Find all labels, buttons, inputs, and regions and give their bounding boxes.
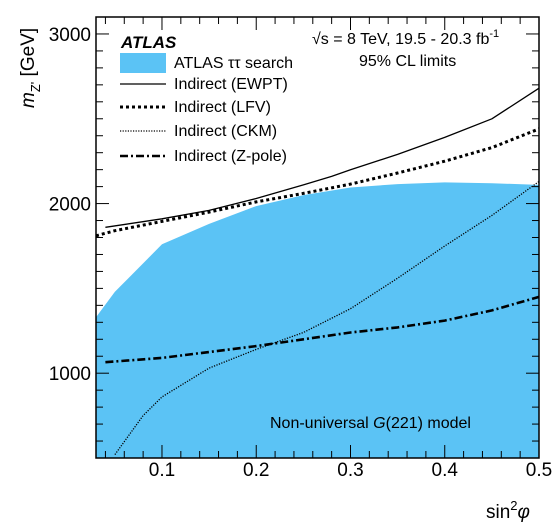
y-tick-label: 1000 xyxy=(49,364,91,385)
indirect-lines-layer xyxy=(96,87,539,455)
model-label: Non-universal G(221) model xyxy=(270,415,471,432)
x-axis-title: sin2φ xyxy=(486,498,530,523)
legend-label-lfv: Indirect (LFV) xyxy=(174,99,271,116)
legend-label-ckm: Indirect (CKM) xyxy=(174,123,277,140)
legend-label-ewpt: Indirect (EWPT) xyxy=(174,76,288,93)
cl-label: 95% CL limits xyxy=(359,53,456,70)
search-excluded-region xyxy=(96,182,539,458)
line-lfv xyxy=(96,127,539,238)
experiment-label: ATLAS xyxy=(120,33,177,52)
energy-superscript: -1 xyxy=(489,28,499,40)
legend-label-search: ATLAS ττ search xyxy=(174,55,293,72)
energy-label: √s = 8 TeV, 19.5 - 20.3 fb-1 xyxy=(312,28,499,48)
y-tick-label: 3000 xyxy=(49,25,91,46)
x-tick-label: 0.1 xyxy=(149,460,175,481)
y-tick-label: 2000 xyxy=(49,195,91,216)
search-region-layer xyxy=(96,182,539,458)
legend-label-zpole: Indirect (Z-pole) xyxy=(174,148,287,165)
x-tick-label: 0.5 xyxy=(526,460,552,481)
axis-ticks: 0.1 0.2 0.3 0.4 0.5 1000 2000 3000 xyxy=(49,17,552,481)
line-ewpt xyxy=(105,87,539,228)
line-zpole xyxy=(105,295,539,364)
x-tick-label: 0.4 xyxy=(432,460,459,481)
legend: ATLAS ττ search Indirect (EWPT) Indirect… xyxy=(120,53,293,165)
legend-swatch-search xyxy=(120,53,166,73)
x-tick-label: 0.3 xyxy=(337,460,363,481)
y-axis-title: mZ' [GeV] xyxy=(18,28,43,108)
line-ckm xyxy=(114,180,539,455)
x-tick-label: 0.2 xyxy=(243,460,269,481)
